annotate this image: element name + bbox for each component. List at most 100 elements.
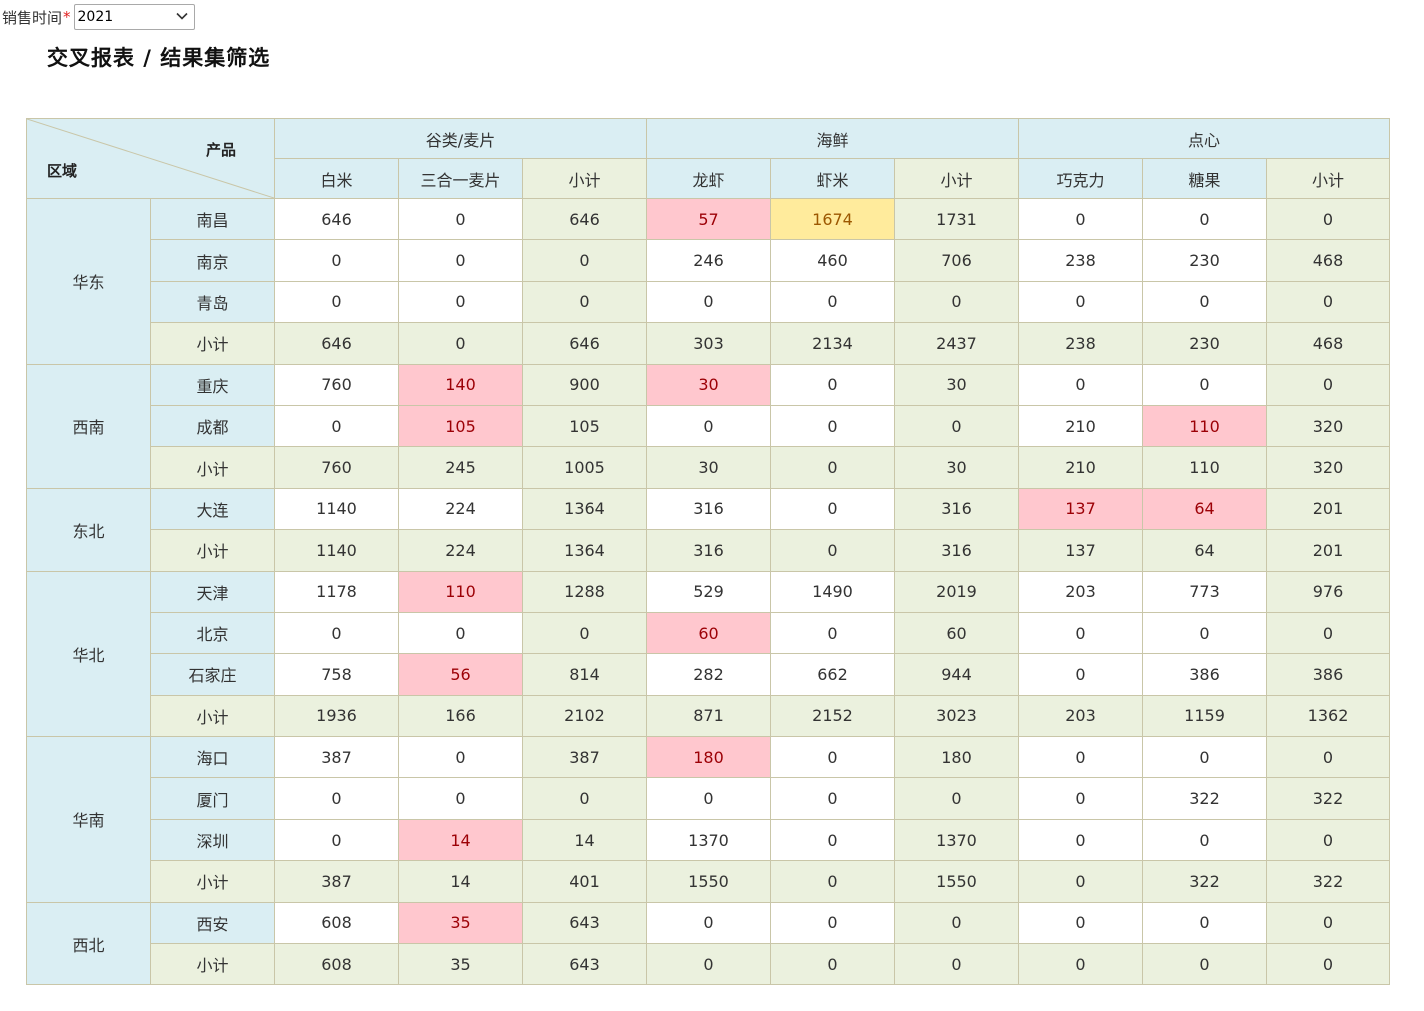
value-cell: 0	[893, 943, 1020, 986]
value-cell: 871	[646, 694, 771, 738]
value-cell: 0	[1142, 197, 1268, 241]
value-cell: 0	[770, 529, 895, 572]
value-cell: 201	[1266, 487, 1391, 531]
value-cell: 0	[893, 777, 1020, 820]
value-cell: 0	[646, 404, 771, 448]
value-cell: 0	[274, 611, 399, 655]
highlighted-value-cell: 64	[1142, 487, 1268, 531]
value-cell: 0	[398, 280, 523, 324]
value-cell: 608	[274, 901, 399, 945]
highlighted-value-cell: 137	[1018, 487, 1144, 531]
value-cell: 0	[646, 901, 771, 945]
value-cell: 0	[522, 777, 647, 820]
region-cell: 西北	[26, 901, 151, 986]
value-cell: 0	[398, 322, 523, 365]
region-cell: 西南	[26, 363, 151, 489]
value-cell: 282	[646, 653, 771, 696]
value-cell: 0	[274, 404, 399, 448]
sales-year-select[interactable]: 2021	[73, 4, 195, 30]
value-cell: 1005	[522, 446, 647, 489]
value-cell: 203	[1018, 694, 1144, 738]
value-cell: 643	[522, 943, 647, 986]
page-title: 交叉报表 / 结果集筛选	[47, 46, 271, 70]
table-row: 成都 0 105 105 0 0 0 210 110 320	[27, 404, 1391, 448]
city-cell: 南京	[150, 239, 275, 282]
subtotal-row: 小计 608 35 643 0 0 0 0 0 0	[27, 943, 1391, 986]
value-cell: 1140	[274, 529, 399, 572]
value-cell: 210	[1018, 446, 1144, 489]
value-cell: 60	[893, 611, 1020, 655]
region-subtotal-label: 小计	[150, 529, 275, 572]
highlighted-value-cell: 14	[398, 818, 523, 862]
value-cell: 0	[1266, 943, 1391, 986]
region-subtotal-label: 小计	[150, 694, 275, 738]
value-cell: 608	[274, 943, 399, 986]
value-cell: 316	[646, 529, 771, 572]
value-cell: 30	[893, 446, 1020, 489]
value-cell: 0	[1142, 611, 1268, 655]
value-cell: 2019	[893, 570, 1020, 613]
value-cell: 0	[274, 239, 399, 282]
value-cell: 0	[1018, 943, 1144, 986]
value-cell: 529	[646, 570, 771, 613]
value-cell: 0	[770, 363, 895, 406]
cross-report-table: 产品 区域 谷类/麦片 海鲜 点心 白米 三合一麦片 小计 龙虾 虾米 小计 巧克力 糖果 小计 华东 南昌…	[26, 118, 1391, 986]
subtotal-row: 小计 760 245 1005 30 0 30 210 110 320	[27, 446, 1391, 489]
required-mark: *	[63, 8, 71, 26]
value-cell: 180	[893, 736, 1020, 779]
city-cell: 青岛	[150, 280, 275, 324]
value-cell: 0	[522, 239, 647, 282]
city-cell: 西安	[150, 901, 275, 945]
value-cell: 643	[522, 901, 647, 945]
value-cell: 0	[1018, 901, 1144, 945]
value-cell: 0	[1018, 611, 1144, 655]
value-cell: 0	[1266, 197, 1391, 241]
region-subtotal-label: 小计	[150, 943, 275, 986]
value-cell: 14	[398, 860, 523, 903]
city-cell: 石家庄	[150, 653, 275, 696]
region-subtotal-label: 小计	[150, 860, 275, 903]
subtotal-row: 小计 387 14 401 1550 0 1550 0 322 322	[27, 860, 1391, 903]
value-cell: 210	[1018, 404, 1144, 448]
subtotal-row: 小计 1140 224 1364 316 0 316 137 64 201	[27, 529, 1391, 572]
value-cell: 1364	[522, 529, 647, 572]
table-row: 西北 西安 608 35 643 0 0 0 0 0 0	[26, 901, 1391, 986]
value-cell: 0	[1142, 943, 1268, 986]
value-cell: 760	[274, 446, 399, 489]
value-cell: 0	[770, 777, 895, 820]
highlighted-value-cell: 110	[398, 570, 523, 613]
filter-label: 销售时间	[2, 8, 63, 27]
value-cell: 0	[274, 280, 399, 324]
value-cell: 0	[1266, 280, 1391, 324]
category-header: 谷类/麦片	[274, 118, 647, 159]
value-cell: 386	[1266, 653, 1391, 696]
value-cell: 0	[522, 611, 647, 655]
city-cell: 南昌	[150, 197, 275, 241]
value-cell: 0	[770, 611, 895, 655]
value-cell: 110	[1142, 446, 1268, 489]
corner-product-label: 产品	[205, 141, 236, 159]
value-cell: 316	[646, 487, 771, 531]
value-cell: 0	[398, 736, 523, 779]
value-cell: 900	[522, 363, 647, 406]
city-cell: 成都	[150, 404, 275, 448]
value-cell: 1364	[522, 487, 647, 531]
value-cell: 224	[398, 487, 523, 531]
value-cell: 316	[893, 529, 1020, 572]
value-cell: 0	[1142, 818, 1268, 862]
value-cell: 1140	[274, 487, 399, 531]
value-cell: 0	[1018, 197, 1144, 241]
value-cell: 1362	[1266, 694, 1391, 738]
city-cell: 大连	[150, 487, 275, 531]
value-cell: 0	[274, 777, 399, 820]
category-subtotal-header: 小计	[522, 158, 647, 199]
value-cell: 0	[1018, 736, 1144, 779]
highlighted-value-cell: 105	[398, 404, 523, 448]
value-cell: 646	[274, 197, 399, 241]
value-cell: 224	[398, 529, 523, 572]
city-cell: 厦门	[150, 777, 275, 820]
value-cell: 0	[893, 280, 1020, 324]
value-cell: 1550	[646, 860, 771, 903]
value-cell: 0	[398, 777, 523, 820]
highlighted-value-cell: 30	[646, 363, 771, 406]
